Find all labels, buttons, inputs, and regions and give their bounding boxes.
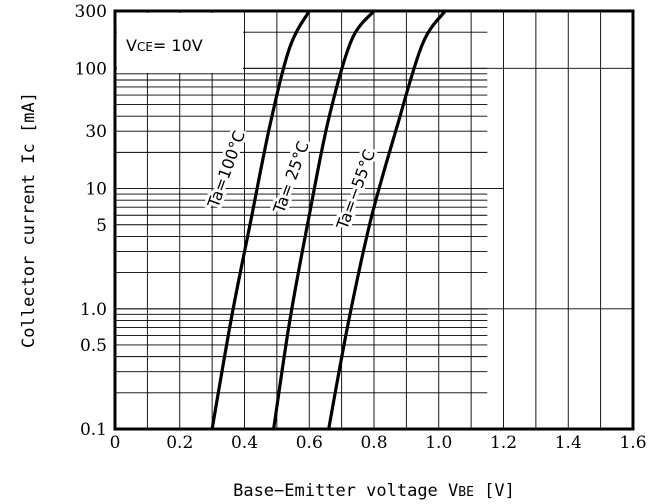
y-tick-label: 5 [96,216,107,236]
y-tick-label: 300 [75,2,107,22]
y-tick-label: 0.5 [80,336,107,356]
y-axis-label: Collector current Ic [mA] [19,92,39,348]
vce-annotation: VCE= 10V [117,13,243,73]
y-tick-label: 1.0 [80,300,107,320]
x-tick-label: 0.6 [296,433,323,453]
series-curves [210,9,447,431]
y-tick-label: 30 [85,122,107,142]
series-line-0 [210,9,311,431]
series-line-1 [272,9,376,431]
vce-annotation-text: VCE= 10V [126,36,203,55]
x-axis-label: Base−Emitter voltage VBE [V] [233,481,515,501]
x-tick-label: 1.2 [490,433,517,453]
x-tick-label: 0 [110,433,121,453]
x-tick-label: 0.2 [166,433,193,453]
y-tick-label: 0.1 [80,420,107,440]
series-line-2 [327,9,447,431]
y-tick-label: 100 [75,59,107,79]
tick-labels: 0 0.2 0.4 0.6 0.8 1.0 1.2 1.4 1.6 0.1 0.5 1.0 5 10 30 1… [75,2,647,453]
x-tick-label: 1.6 [619,433,646,453]
plot-frame [113,9,635,431]
x-tick-label: 0.8 [360,433,387,453]
series-label-1: Ta= 25°C [269,139,313,217]
x-tick-label: 0.4 [231,433,258,453]
x-tick-label: 1.4 [555,433,582,453]
series-label-0: Ta=100°C [203,128,249,211]
x-tick-label: 1.0 [425,433,452,453]
y-tick-label: 10 [85,180,107,200]
grid [115,11,633,429]
series-labels: Ta=100°C Ta= 25°C Ta=−55°C [200,125,382,235]
